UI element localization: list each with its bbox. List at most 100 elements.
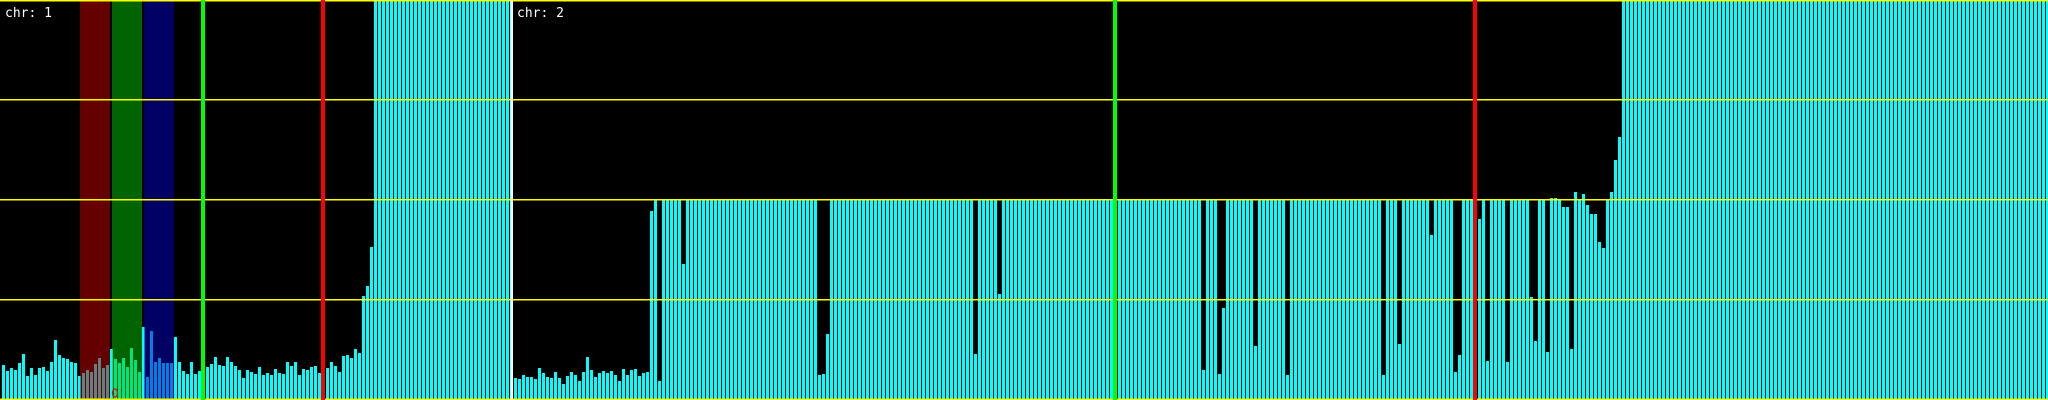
bar-chr1-57 bbox=[230, 362, 233, 400]
bar-chr2-78 bbox=[826, 334, 829, 400]
bar-chr1-52 bbox=[210, 364, 213, 400]
panel-label-chr1: chr: 1 bbox=[5, 6, 52, 21]
bar-chr1-70 bbox=[282, 374, 285, 400]
bar-chr1-91 bbox=[366, 286, 369, 400]
bar-chr2-7 bbox=[542, 373, 545, 400]
point-marker-icon bbox=[111, 388, 119, 398]
bar-chr2-15 bbox=[574, 375, 577, 400]
bar-chr2-23 bbox=[606, 373, 609, 400]
position-line-green bbox=[1113, 0, 1117, 400]
bar-chr2-263 bbox=[1566, 207, 1569, 400]
position-line-red bbox=[1473, 0, 1477, 400]
bar-chr1-78 bbox=[314, 366, 317, 400]
bar-chr1-4 bbox=[18, 363, 21, 400]
bar-chr1-35 bbox=[142, 327, 145, 400]
bar-chr2-235 bbox=[1454, 372, 1457, 400]
bar-chr1-72 bbox=[290, 366, 293, 400]
bar-chr2-1 bbox=[518, 379, 521, 400]
bar-chr2-2 bbox=[522, 375, 525, 400]
bar-chr2-172 bbox=[1202, 370, 1205, 400]
gridline-bottom bbox=[0, 398, 2048, 400]
bar-chr2-236 bbox=[1458, 355, 1461, 400]
gridline-1 bbox=[0, 299, 2048, 301]
bar-chr1-51 bbox=[206, 367, 209, 400]
bar-chr2-229 bbox=[1430, 235, 1433, 400]
gridline-2 bbox=[0, 199, 2048, 201]
bar-chr2-11 bbox=[558, 378, 561, 400]
bar-chr1-6 bbox=[26, 376, 29, 400]
bar-chr2-12 bbox=[562, 384, 565, 400]
bar-chr1-12 bbox=[50, 362, 53, 400]
bar-chr2-26 bbox=[618, 381, 621, 400]
bar-chr1-58 bbox=[234, 366, 237, 400]
bar-chr2-255 bbox=[1534, 341, 1537, 400]
bar-chr2-4 bbox=[530, 377, 533, 400]
bar-chr1-44 bbox=[178, 362, 181, 400]
bar-chr2-272 bbox=[1602, 248, 1605, 400]
bar-chr1-75 bbox=[302, 369, 305, 400]
bar-chr1-63 bbox=[254, 374, 257, 400]
bar-chr1-92 bbox=[370, 247, 373, 400]
bar-chr1-15 bbox=[62, 358, 65, 400]
bar-chr1-13 bbox=[54, 340, 57, 400]
bar-chr2-3 bbox=[526, 377, 529, 400]
bar-chr1-17 bbox=[70, 362, 73, 400]
panel-label-chr2: chr: 2 bbox=[517, 6, 564, 21]
bar-chr1-5 bbox=[22, 354, 25, 400]
bar-chr2-0 bbox=[514, 378, 517, 400]
bar-chr2-248 bbox=[1506, 362, 1509, 400]
bar-chr2-33 bbox=[646, 372, 649, 400]
bar-chr1-19 bbox=[78, 376, 81, 400]
bar-chr1-43 bbox=[174, 337, 177, 400]
bar-chr2-24 bbox=[610, 371, 613, 400]
bar-chr1-10 bbox=[42, 367, 45, 400]
bar-chr2-10 bbox=[554, 372, 557, 400]
bar-chr1-89 bbox=[358, 353, 361, 400]
bar-chr2-22 bbox=[602, 371, 605, 400]
bar-chr1-46 bbox=[186, 374, 189, 400]
bar-chr2-20 bbox=[594, 377, 597, 400]
bar-chr2-262 bbox=[1562, 207, 1565, 400]
bar-chr1-9 bbox=[38, 368, 41, 400]
bar-chr2-243 bbox=[1486, 361, 1489, 400]
bar-chr1-53 bbox=[214, 357, 217, 400]
bar-chr1-64 bbox=[258, 367, 261, 400]
bar-chr1-16 bbox=[66, 359, 69, 400]
bar-chr2-29 bbox=[630, 370, 633, 400]
bar-chr2-185 bbox=[1254, 346, 1257, 400]
bar-chr2-267 bbox=[1582, 194, 1585, 400]
bar-chr1-47 bbox=[190, 362, 193, 400]
bar-chr2-258 bbox=[1546, 352, 1549, 400]
panel-separator bbox=[510, 0, 513, 400]
bar-chr1-49 bbox=[198, 371, 201, 400]
bar-chr1-48 bbox=[194, 374, 197, 400]
bar-chr1-79 bbox=[318, 373, 321, 400]
bar-chr1-77 bbox=[310, 367, 313, 400]
bar-chr2-193 bbox=[1286, 375, 1289, 400]
bar-chr1-68 bbox=[274, 369, 277, 400]
bar-chr2-16 bbox=[578, 381, 581, 400]
bar-chr2-27 bbox=[622, 369, 625, 400]
bar-chr2-176 bbox=[1218, 374, 1221, 400]
position-line-red bbox=[321, 0, 325, 400]
bar-chr2-77 bbox=[822, 374, 825, 400]
bar-chr2-5 bbox=[534, 379, 537, 400]
bar-chr2-14 bbox=[570, 372, 573, 400]
bar-chr1-55 bbox=[222, 366, 225, 400]
bar-chr2-17 bbox=[582, 372, 585, 400]
bar-chr2-115 bbox=[974, 354, 977, 400]
bar-chr1-74 bbox=[298, 375, 301, 400]
bar-chr1-60 bbox=[242, 378, 245, 400]
bar-chr2-177 bbox=[1222, 308, 1225, 400]
bar-chr2-254 bbox=[1530, 297, 1533, 400]
bar-chr1-87 bbox=[350, 358, 353, 400]
bar-chr1-90 bbox=[362, 296, 365, 400]
bar-chr2-221 bbox=[1398, 344, 1401, 400]
bar-chr1-86 bbox=[346, 355, 349, 400]
bar-chr2-76 bbox=[818, 375, 821, 400]
gridline-3 bbox=[0, 99, 2048, 101]
bar-chr1-69 bbox=[278, 373, 281, 400]
bar-chr2-275 bbox=[1614, 160, 1617, 400]
